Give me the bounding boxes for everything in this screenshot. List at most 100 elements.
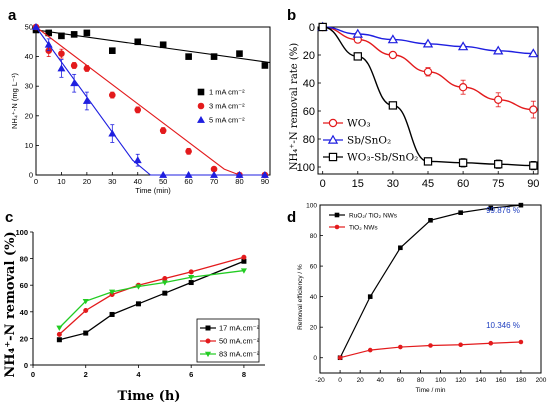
legend-label-2: 83 mA.cm⁻²	[219, 350, 260, 359]
data-point	[210, 170, 219, 178]
data-point	[162, 290, 168, 296]
data-point	[458, 342, 463, 348]
y-tick-label: 0	[29, 171, 33, 180]
data-point	[70, 62, 78, 69]
data-point	[83, 65, 91, 72]
data-point	[32, 22, 40, 30]
legend-label-1: TiO₂ NWs	[349, 224, 378, 231]
x-tick-label: 0	[31, 370, 35, 379]
data-point	[423, 67, 433, 77]
data-point	[185, 53, 192, 60]
data-point	[457, 41, 469, 51]
data-point	[428, 217, 433, 223]
data-point	[388, 101, 398, 110]
x-tick-label: 30	[108, 177, 116, 186]
x-tick-label: 20	[357, 377, 365, 384]
data-point	[260, 170, 269, 178]
y-tick-label: 40	[20, 308, 28, 317]
x-axis-label: Time (min)	[135, 186, 171, 195]
x-tick-label: 75	[492, 178, 504, 190]
legend-label-0: RuO₂/ TiO₂ NWs	[349, 212, 398, 219]
annotation-bottom: 10.346 %	[486, 321, 520, 330]
x-tick-label: 160	[495, 377, 506, 384]
y-tick-label: 60	[303, 106, 315, 118]
data-point	[83, 29, 91, 37]
data-point	[428, 343, 433, 348]
legend-marker-2	[204, 351, 212, 358]
data-point	[337, 355, 343, 361]
data-point	[458, 210, 463, 215]
x-tick-label: 0	[34, 177, 38, 186]
data-point	[241, 254, 247, 260]
legend-label-0: 1 mA cm⁻²	[209, 88, 245, 97]
data-point	[518, 339, 524, 345]
y-tick-label: 0	[309, 22, 315, 34]
x-tick-label: -20	[315, 377, 325, 384]
legend-marker-0	[205, 325, 211, 331]
y-tick-label: 30	[25, 82, 33, 91]
y-tick-label: 40	[25, 52, 33, 61]
x-tick-label: 0	[320, 178, 326, 190]
plot-frame	[319, 204, 542, 374]
y-tick-label: 50	[25, 23, 33, 32]
data-point	[44, 40, 53, 48]
data-point	[367, 347, 373, 353]
data-point	[135, 301, 141, 307]
x-tick-label: 20	[83, 177, 91, 186]
data-point	[57, 64, 66, 72]
data-point	[159, 127, 167, 134]
x-tick-label: 45	[422, 178, 434, 190]
data-point	[159, 41, 167, 49]
data-point	[458, 158, 468, 167]
data-point	[318, 22, 327, 32]
data-point	[161, 280, 168, 286]
x-tick-label: 120	[455, 377, 466, 384]
y-tick-label: 60	[310, 263, 318, 270]
y-tick-label: 80	[310, 233, 318, 240]
data-point	[185, 148, 192, 155]
y-tick-label: 60	[20, 281, 28, 290]
data-point	[188, 269, 194, 275]
x-tick-label: 200	[536, 377, 547, 384]
x-tick-label: 60	[184, 177, 192, 186]
panel-letter-d: d	[287, 209, 296, 226]
data-point	[261, 62, 269, 69]
data-point	[188, 275, 195, 281]
data-point	[70, 31, 78, 38]
legend-label-0: 17 mA.cm⁻²	[219, 324, 260, 333]
data-point	[70, 79, 79, 87]
legend-marker-2	[197, 115, 205, 123]
data-point	[135, 284, 142, 290]
data-point	[83, 330, 89, 336]
x-tick-label: 90	[261, 177, 269, 186]
x-tick-label: 6	[189, 370, 193, 379]
data-point	[210, 53, 218, 60]
data-point	[529, 161, 538, 170]
x-tick-label: 90	[527, 178, 539, 190]
y-tick-label: 20	[20, 334, 28, 343]
data-point	[529, 105, 538, 114]
data-point	[422, 38, 434, 48]
legend-marker-1	[334, 224, 340, 230]
legend-label-2: WO₃-Sb/SnO₂	[347, 152, 418, 164]
x-tick-label: 70	[210, 177, 218, 186]
x-tick-label: 80	[235, 177, 243, 186]
data-point	[56, 337, 62, 343]
y-axis-label: NH₄⁺-N (mg L⁻¹)	[10, 73, 19, 129]
data-point	[488, 340, 494, 346]
legend-marker-1	[197, 102, 205, 110]
annotation-top: 99.876 %	[486, 206, 520, 215]
y-tick-label: 0	[24, 361, 28, 370]
data-point	[388, 50, 398, 60]
legend-marker-1	[205, 338, 211, 344]
data-point	[458, 82, 468, 92]
x-axis-label: Time (h)	[118, 389, 181, 404]
data-point	[352, 28, 363, 38]
y-axis-label: Removal efficiency / %	[297, 264, 304, 330]
y-axis-label: NH₄⁺-N removal rate (%)	[289, 43, 300, 171]
legend-marker-2	[328, 152, 338, 162]
x-axis-label: Time / min	[415, 387, 445, 394]
